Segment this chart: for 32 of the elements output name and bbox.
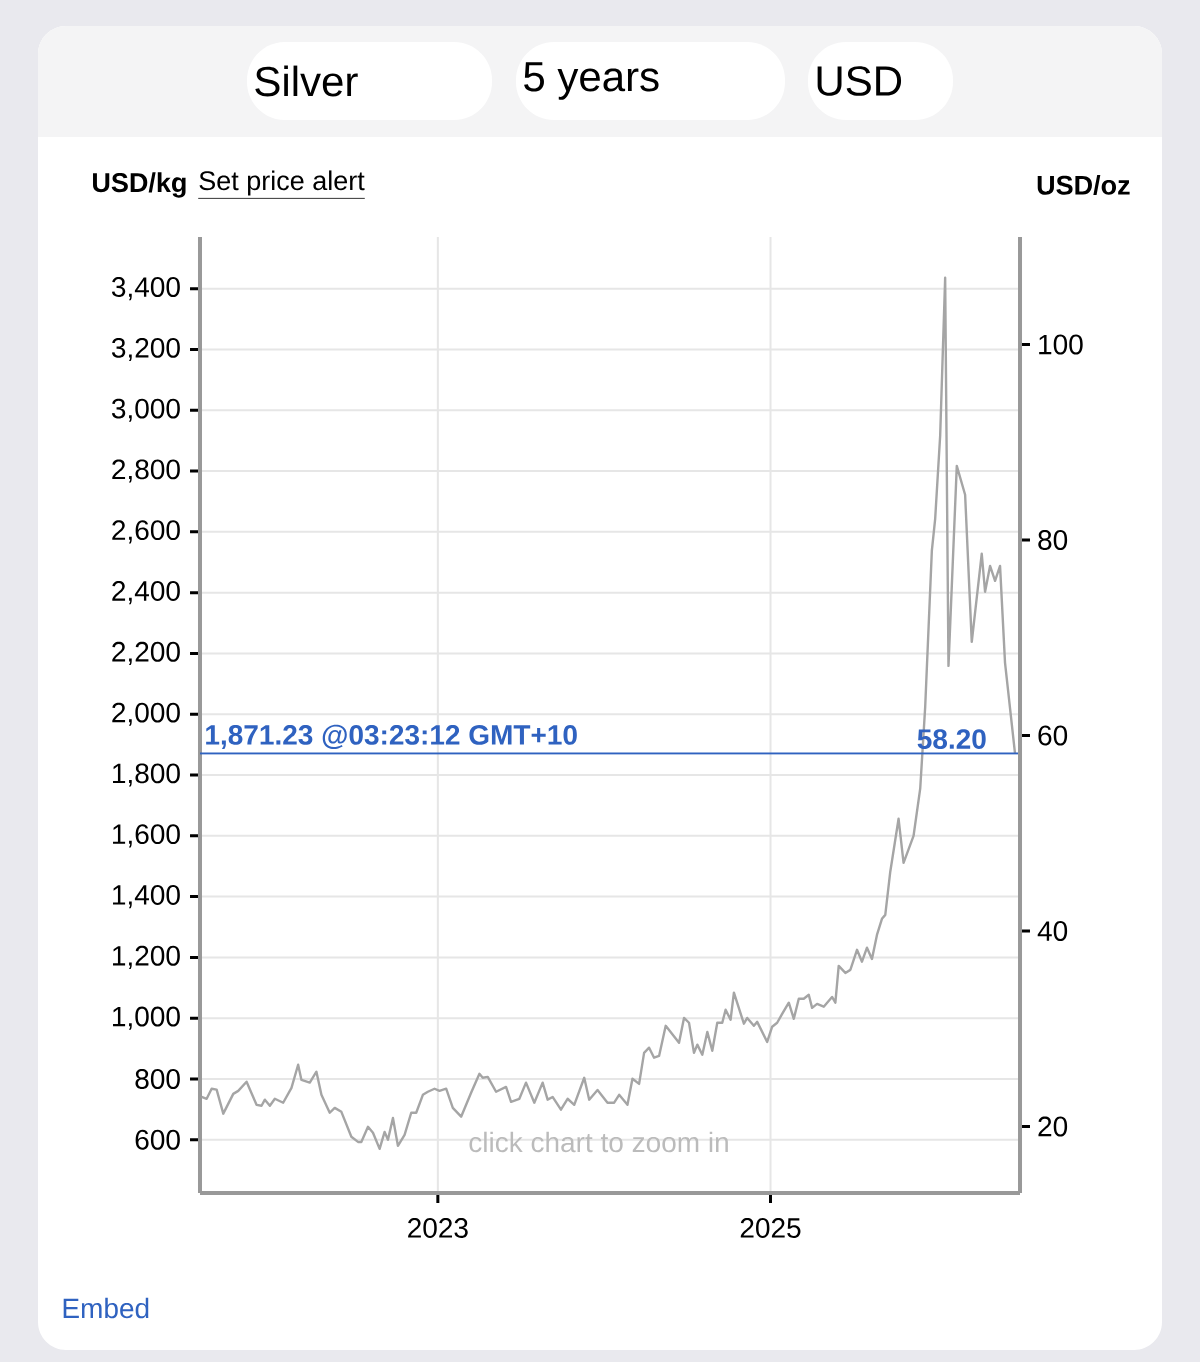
y2-tick-label: 100 (1039, 334, 1083, 355)
y-tick-label: 3,000 (111, 398, 180, 422)
x-tick-label: 2023 (408, 1218, 468, 1238)
y-tick-label: 1,400 (113, 885, 180, 909)
x-tick-label: 2025 (740, 1218, 801, 1238)
annotation: 58.20 (917, 729, 986, 749)
y2-tick-label: 40 (1037, 921, 1068, 941)
text: 5 years (524, 62, 659, 100)
y-tick-label: 2,000 (112, 702, 180, 726)
text: Silver (255, 65, 358, 97)
y2-axis-title: USD/oz (1037, 174, 1130, 196)
y-tick-label: 600 (135, 1129, 180, 1150)
text: Set price alert (199, 170, 365, 196)
y-axis-title: USD/kg (93, 172, 186, 198)
text: USD (817, 66, 902, 96)
y-tick-label: 3,200 (111, 337, 180, 362)
y-tick-label: 1,000 (113, 1006, 180, 1030)
y-tick-label: 3,400 (111, 277, 180, 301)
y-tick-label: 1,200 (113, 945, 180, 969)
y-tick-label: 2,200 (112, 641, 180, 665)
y-tick-label: 2,600 (112, 520, 180, 544)
ref-line-label: 1,871.23 @03:23:12 GMT+10 (206, 724, 577, 749)
y-tick-label: 1,800 (113, 763, 180, 787)
y-tick-label: 800 (135, 1069, 180, 1089)
annotation: click chart to zoom in (469, 1131, 728, 1153)
y2-tick-label: 60 (1038, 725, 1068, 746)
y2-tick-label: 80 (1038, 530, 1068, 550)
y-tick-label: 1,600 (113, 824, 180, 848)
y-tick-label: 2,800 (112, 459, 180, 483)
text: Embed (63, 1297, 149, 1319)
y2-tick-label: 20 (1038, 1116, 1068, 1137)
y-tick-label: 2,400 (112, 581, 180, 605)
